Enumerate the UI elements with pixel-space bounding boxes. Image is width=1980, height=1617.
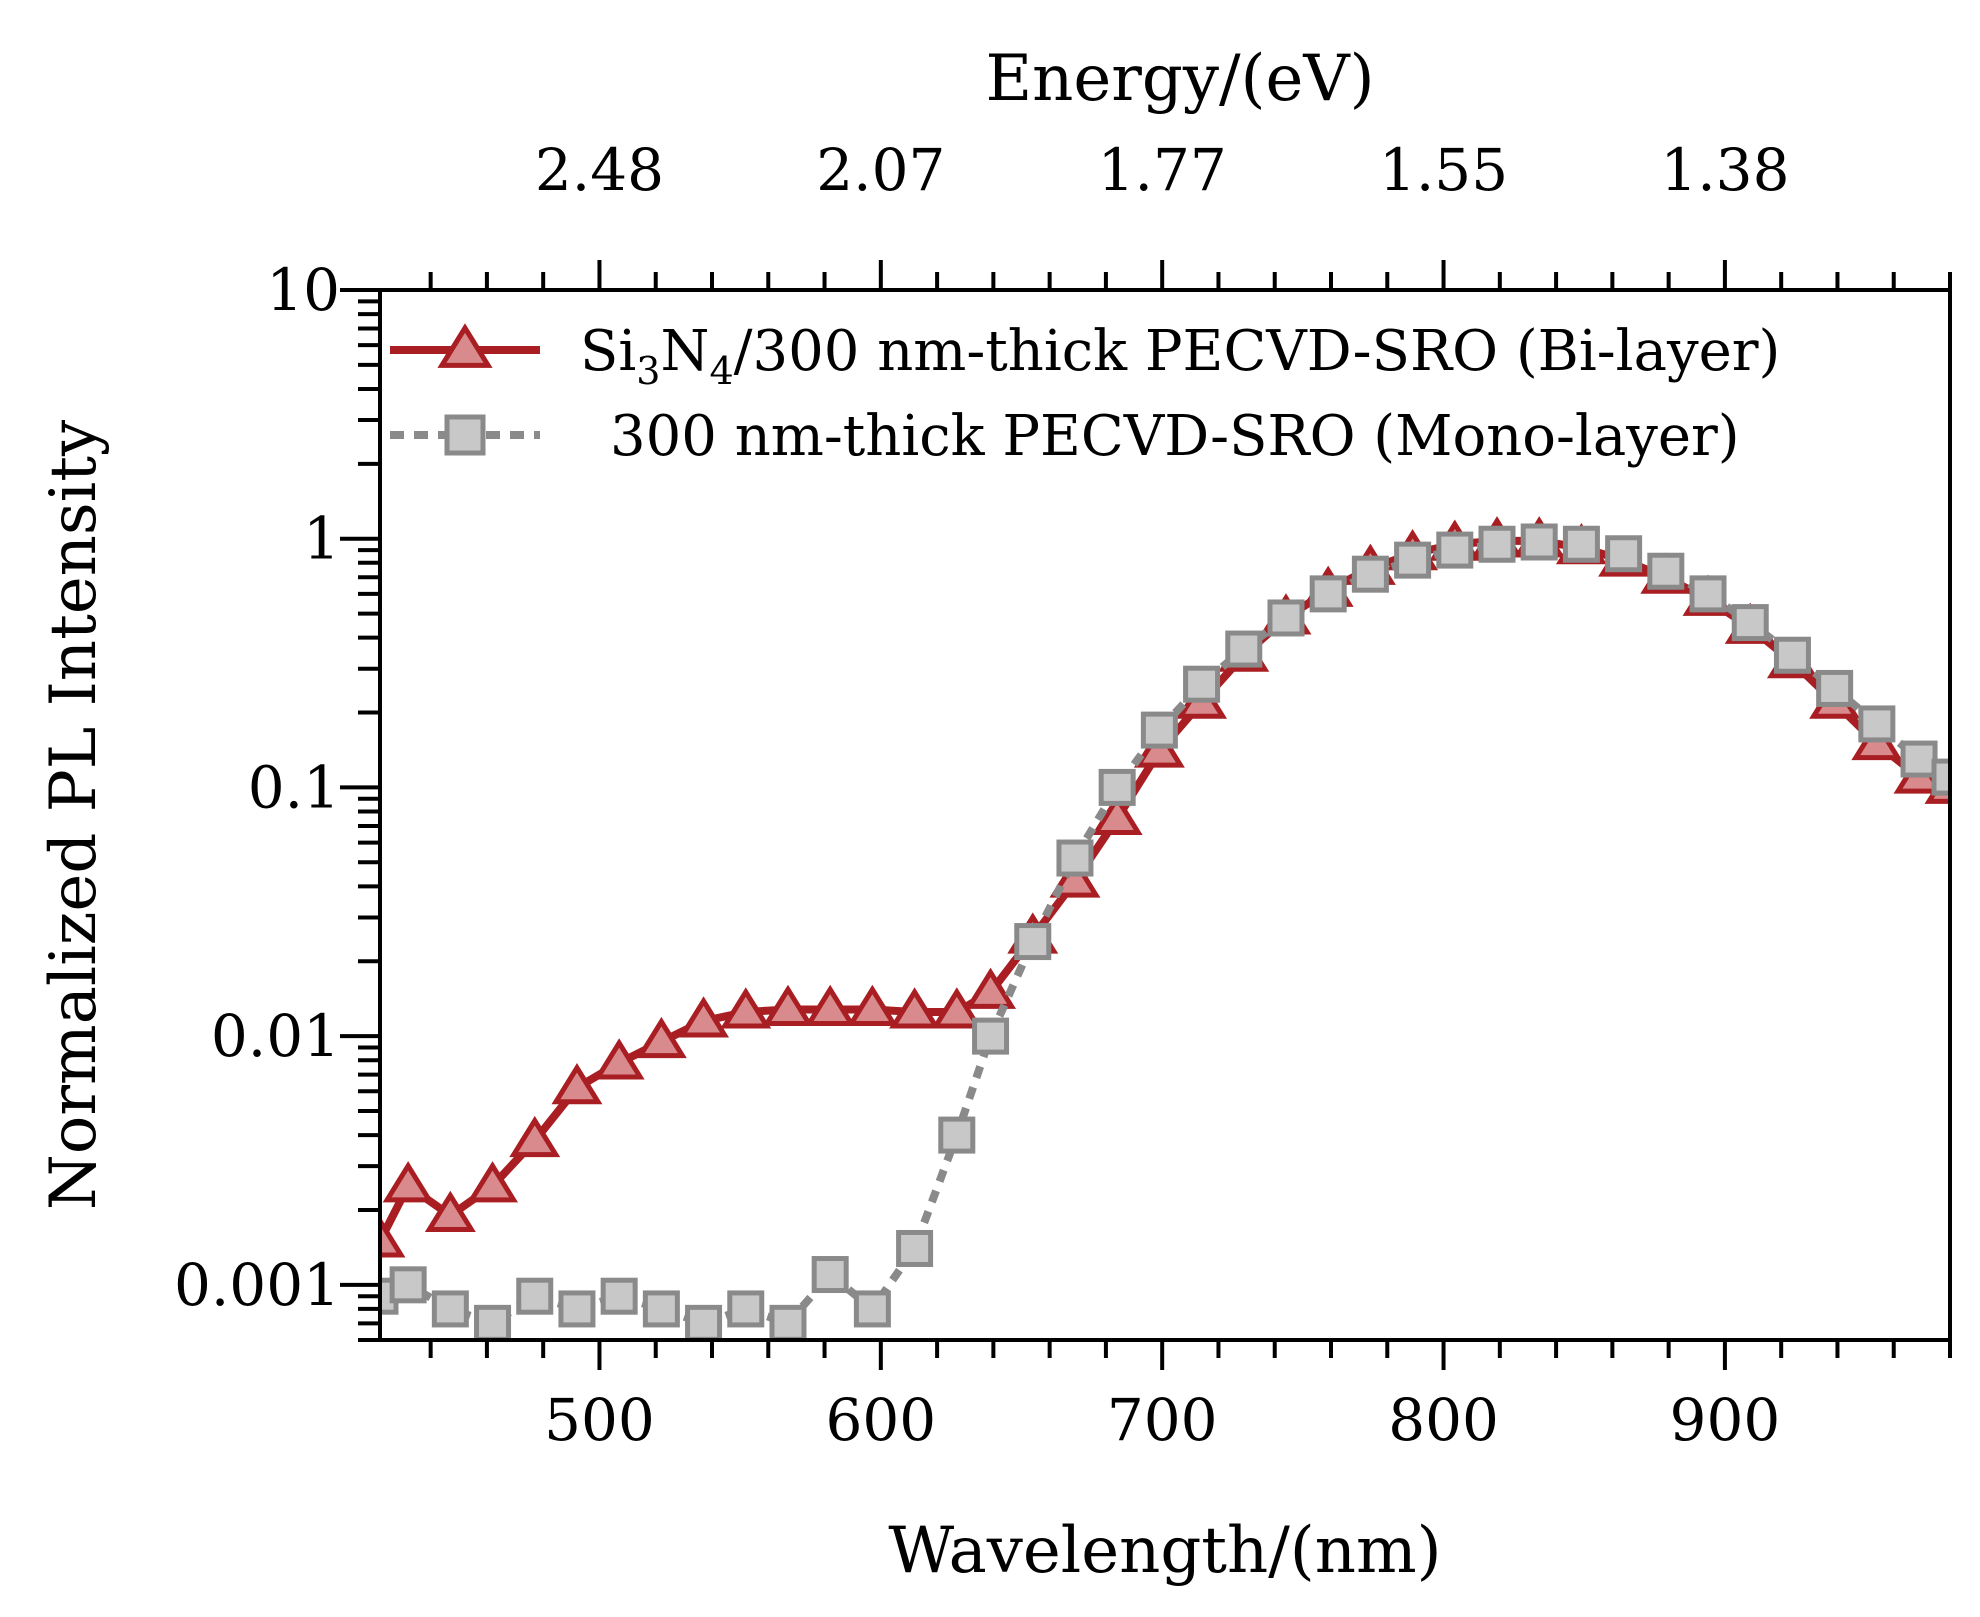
series-point-monolayer <box>474 1304 512 1340</box>
legend-label-0: Si3N4/300 nm-thick PECVD-SRO (Bi-layer) <box>580 319 1780 393</box>
legend-text-part: 3 <box>636 349 660 393</box>
x-tick-label: 500 <box>544 1386 655 1454</box>
series-point-monolayer <box>685 1304 723 1340</box>
series-point-monolayer <box>1858 705 1896 743</box>
series-point-monolayer <box>972 1017 1010 1055</box>
series-point-monolayer <box>811 1256 849 1294</box>
series-point-bilayer <box>678 996 730 1038</box>
series-point-bilayer <box>931 987 983 1029</box>
series-point-monolayer <box>431 1290 469 1328</box>
series-point-monolayer <box>896 1229 934 1267</box>
series-point-monolayer <box>1014 923 1052 961</box>
series-point-monolayer <box>600 1277 638 1315</box>
series-line-0 <box>380 536 1950 1243</box>
series-point-bilayer <box>635 1016 687 1059</box>
series-point-bilayer <box>380 1216 406 1258</box>
series-point-bilayer <box>762 984 814 1026</box>
x-tick-label: 800 <box>1388 1386 1499 1454</box>
series-point-monolayer <box>727 1290 765 1328</box>
x-axis-title: Wavelength/(nm) <box>888 1514 1441 1588</box>
series-point-monolayer <box>1098 768 1136 806</box>
y-tick-label: 1 <box>303 505 340 573</box>
y-tick-label: 0.1 <box>248 753 340 821</box>
series-point-bilayer <box>804 984 856 1026</box>
series-point-monolayer <box>1562 525 1600 563</box>
legend-label-1: 300 nm-thick PECVD-SRO (Mono-layer) <box>610 404 1740 469</box>
series-point-bilayer <box>889 987 941 1029</box>
series-point-monolayer <box>1731 604 1769 642</box>
series-point-monolayer <box>1267 599 1305 637</box>
top-tick-label: 2.48 <box>535 136 664 204</box>
top-tick-label: 1.77 <box>1098 136 1227 204</box>
legend-text-part: /300 nm-thick PECVD-SRO (Bi-layer) <box>734 319 1781 384</box>
top-tick-label: 1.55 <box>1379 136 1508 204</box>
series-point-monolayer <box>1689 575 1727 613</box>
top-tick-label: 2.07 <box>816 136 945 204</box>
y-tick-label: 10 <box>266 256 340 324</box>
series-point-bilayer <box>846 984 898 1026</box>
series-point-monolayer <box>1351 555 1389 593</box>
series-point-monolayer <box>389 1266 427 1304</box>
series-point-bilayer <box>1091 793 1143 835</box>
plot-frame <box>378 288 1952 1342</box>
series-point-monolayer <box>1900 740 1938 778</box>
legend-text-part: 4 <box>709 349 733 393</box>
series-point-bilayer <box>1049 856 1101 898</box>
tick-layer: 500 600 700 800 900 2.48 2.07 1.77 1.55 1.38 10 1 0.… <box>174 136 1952 1454</box>
series-point-monolayer <box>1773 636 1811 674</box>
legend: Si3N4/300 nm-thick PECVD-SRO (Bi-layer)3… <box>390 319 1780 469</box>
series-point-bilayer <box>424 1190 476 1232</box>
series-point-monolayer <box>1605 535 1643 573</box>
series-point-monolayer <box>1225 630 1263 668</box>
series-point-bilayer <box>382 1161 434 1203</box>
series-point-monolayer <box>1816 669 1854 707</box>
legend-marker-bilayer <box>437 323 493 368</box>
series-point-monolayer <box>1931 758 1950 796</box>
series-point-monolayer <box>1478 525 1516 563</box>
series-point-bilayer <box>467 1161 519 1203</box>
series-point-monolayer <box>1056 839 1094 877</box>
series-point-monolayer <box>1647 552 1685 590</box>
series-point-bilayer <box>593 1038 645 1080</box>
legend-text-part: N <box>660 319 709 384</box>
series-point-monolayer <box>642 1290 680 1328</box>
series-point-bilayer <box>965 967 1017 1009</box>
series-point-monolayer <box>558 1290 596 1328</box>
top-axis-title: Energy/(eV) <box>985 42 1374 116</box>
series-point-monolayer <box>769 1304 807 1340</box>
x-tick-label: 900 <box>1670 1386 1781 1454</box>
y-tick-label: 0.001 <box>174 1251 340 1319</box>
legend-text-part: Si <box>580 319 636 384</box>
y-axis-title: Normalized PL Intensity <box>37 420 111 1210</box>
legend-marker-monolayer <box>444 414 486 456</box>
series-point-monolayer <box>1394 541 1432 579</box>
series-point-monolayer <box>853 1290 891 1328</box>
series-point-monolayer <box>938 1116 976 1154</box>
series-point-monolayer <box>1436 531 1474 569</box>
series-layer <box>380 516 1950 1340</box>
series-point-bilayer <box>720 987 772 1029</box>
x-tick-label: 700 <box>1107 1386 1218 1454</box>
series-point-monolayer <box>1520 523 1558 561</box>
y-tick-label: 0.01 <box>211 1002 340 1070</box>
series-line-1 <box>380 537 1950 1328</box>
series-point-bilayer <box>551 1062 603 1105</box>
series-point-monolayer <box>1140 711 1178 749</box>
series-point-monolayer <box>1183 665 1221 703</box>
x-tick-label: 600 <box>825 1386 936 1454</box>
series-point-monolayer <box>516 1277 554 1315</box>
top-tick-label: 1.38 <box>1660 136 1789 204</box>
series-point-monolayer <box>1309 575 1347 613</box>
series-point-bilayer <box>509 1115 561 1158</box>
